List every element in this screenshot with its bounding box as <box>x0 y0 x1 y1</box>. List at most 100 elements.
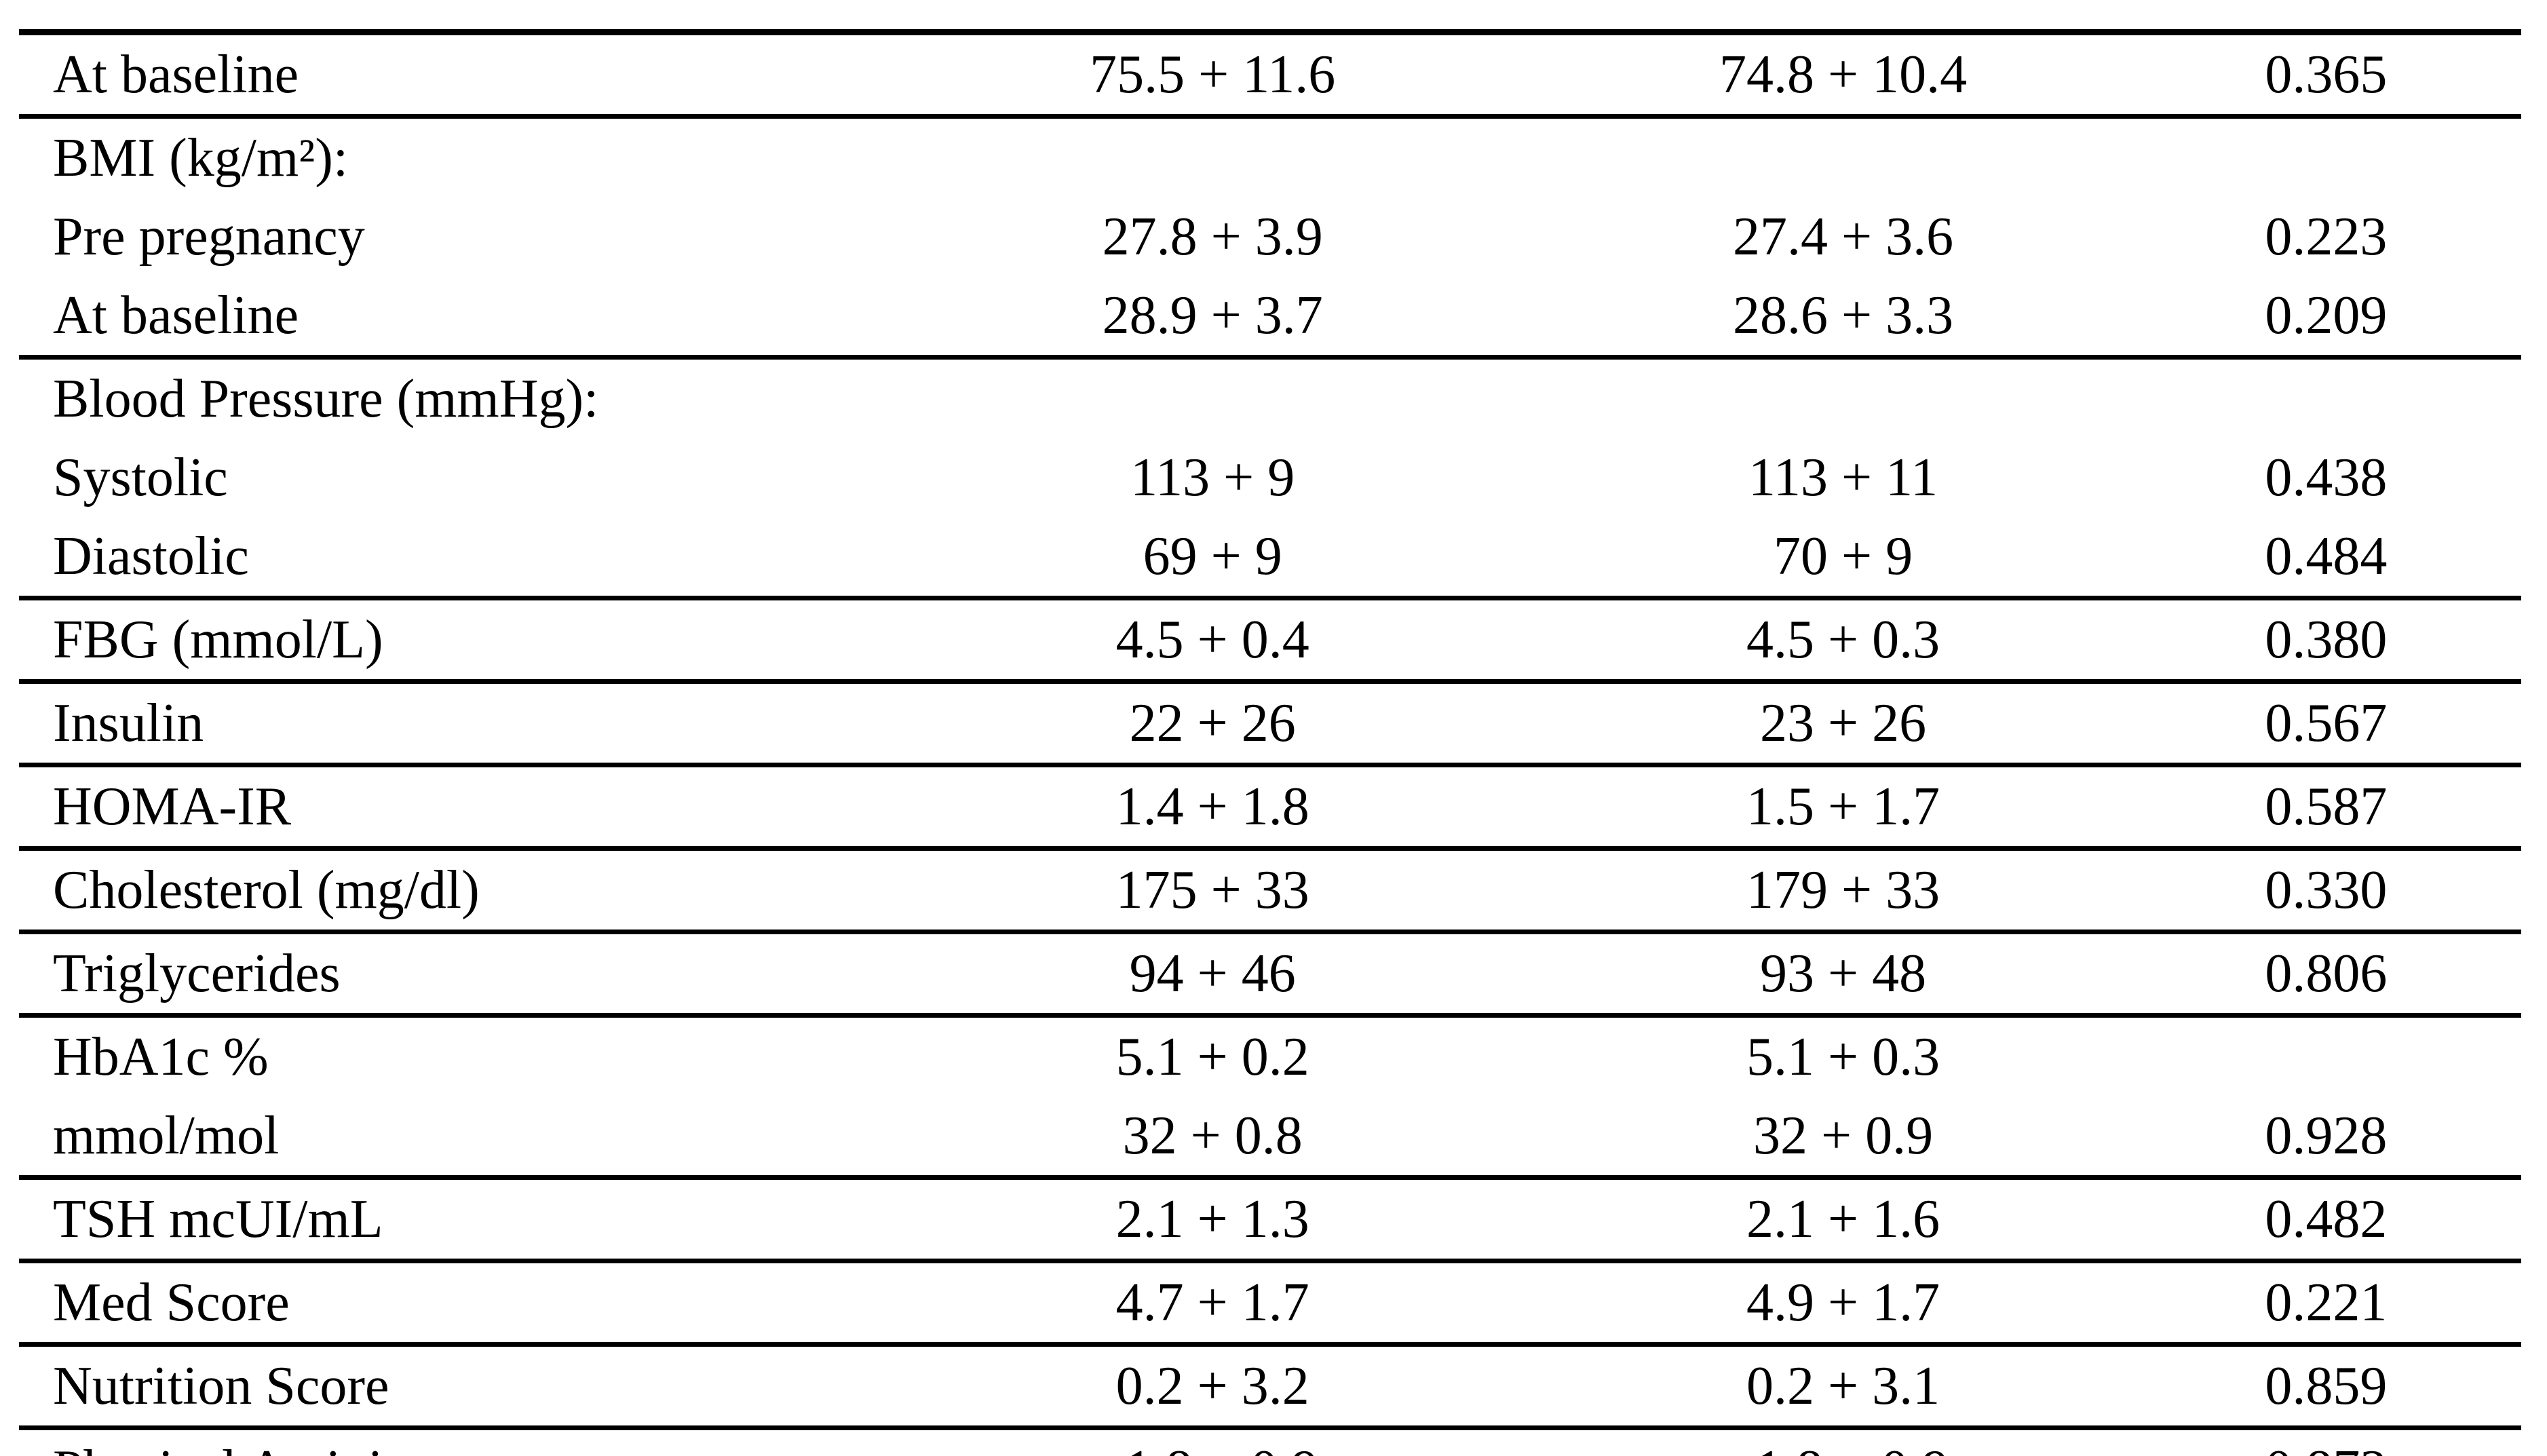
p-value <box>2131 1016 2521 1097</box>
value-group2: 1.5 + 1.7 <box>1746 777 1940 837</box>
table-section: Triglycerides 94 + 46 93 + 48 0.806 <box>19 932 2521 1016</box>
row-label: HbA1c % <box>53 1027 269 1087</box>
p-value: 0.209 <box>2265 286 2388 345</box>
table-row: Diastolic 69 + 9 70 + 9 0.484 <box>19 517 2521 598</box>
table-section: Cholesterol (mg/dl) 175 + 33 179 + 33 0.… <box>19 848 2521 932</box>
table-row: HbA1c % 5.1 + 0.2 5.1 + 0.3 <box>19 1016 2521 1097</box>
table-section: Insulin 22 + 26 23 + 26 0.567 <box>19 681 2521 765</box>
row-label: Triglycerides <box>53 944 341 1003</box>
p-value: 0.928 <box>2265 1106 2388 1166</box>
value-group2: 23 + 26 <box>1759 693 1927 753</box>
table-row: mmol/mol 32 + 0.8 32 + 0.9 0.928 <box>19 1096 2521 1178</box>
value-group1: 1.4 + 1.8 <box>1115 777 1309 837</box>
p-value: 0.482 <box>2265 1189 2388 1249</box>
table-row: Triglycerides 94 + 46 93 + 48 0.806 <box>19 932 2521 1016</box>
table-section: Nutrition Score 0.2 + 3.2 0.2 + 3.1 0.85… <box>19 1344 2521 1428</box>
p-value: 0.330 <box>2265 860 2388 920</box>
value-group2: 32 + 0.9 <box>1753 1106 1934 1166</box>
table-row: Physical Activity -1.8 + 0.9 -1.8 + 0.9 … <box>19 1428 2521 1456</box>
value-group2 <box>1555 358 2130 439</box>
row-label: Med Score <box>53 1273 290 1333</box>
table-row: Cholesterol (mg/dl) 175 + 33 179 + 33 0.… <box>19 849 2521 932</box>
table-row: Pre pregnancy 27.8 + 3.9 27.4 + 3.6 0.22… <box>19 197 2521 276</box>
value-group2 <box>1555 117 2130 198</box>
table-row: TSH mcUI/mL 2.1 + 1.3 2.1 + 1.6 0.482 <box>19 1178 2521 1261</box>
row-label: Physical Activity <box>19 1428 870 1456</box>
table-row: BMI (kg/m²): <box>19 117 2521 198</box>
value-group1: 22 + 26 <box>1129 693 1296 753</box>
row-label: Systolic <box>53 448 228 507</box>
row-label: mmol/mol <box>53 1106 280 1166</box>
table-row: At baseline 28.9 + 3.7 28.6 + 3.3 0.209 <box>19 276 2521 358</box>
row-label-group-header: Blood Pressure (mmHg): <box>53 369 599 429</box>
table-row: Systolic 113 + 9 113 + 11 0.438 <box>19 438 2521 517</box>
row-label-group-header: BMI (kg/m²): <box>53 128 349 188</box>
table-section: FBG (mmol/L) 4.5 + 0.4 4.5 + 0.3 0.380 <box>19 598 2521 682</box>
row-label: At baseline <box>53 286 299 345</box>
row-label: TSH mcUI/mL <box>53 1189 383 1249</box>
p-value: 0.567 <box>2265 693 2388 753</box>
p-value: 0.872 <box>2131 1428 2521 1456</box>
row-label: Insulin <box>53 693 204 753</box>
table-section: At baseline 75.5 + 11.6 74.8 + 10.4 0.36… <box>19 32 2521 117</box>
value-group1: 94 + 46 <box>1129 944 1296 1003</box>
value-group1 <box>870 358 1556 439</box>
value-group1: 69 + 9 <box>1143 526 1282 586</box>
value-group2: 5.1 + 0.3 <box>1746 1027 1940 1087</box>
value-group2: 113 + 11 <box>1748 448 1938 507</box>
value-group2: 179 + 33 <box>1746 860 1940 920</box>
table-row: FBG (mmol/L) 4.5 + 0.4 4.5 + 0.3 0.380 <box>19 598 2521 682</box>
p-value: 0.365 <box>2265 45 2388 104</box>
row-label: HOMA-IR <box>53 777 292 837</box>
p-value: 0.221 <box>2265 1273 2388 1333</box>
p-value: 0.806 <box>2265 944 2388 1003</box>
row-label: Pre pregnancy <box>53 207 365 267</box>
p-value: 0.223 <box>2265 207 2388 267</box>
value-group2: -1.8 + 0.9 <box>1555 1428 2130 1456</box>
baseline-characteristics-table: At baseline 75.5 + 11.6 74.8 + 10.4 0.36… <box>19 29 2521 1456</box>
value-group2: 93 + 48 <box>1759 944 1927 1003</box>
value-group1: 27.8 + 3.9 <box>1102 207 1323 267</box>
value-group1: -1.8 + 0.9 <box>870 1428 1556 1456</box>
p-value: 0.587 <box>2265 777 2388 837</box>
p-value: 0.859 <box>2265 1356 2388 1416</box>
table-section: BMI (kg/m²): Pre pregnancy 27.8 + 3.9 27… <box>19 116 2521 358</box>
table-section: Med Score 4.7 + 1.7 4.9 + 1.7 0.221 <box>19 1261 2521 1345</box>
table-section: HbA1c % 5.1 + 0.2 5.1 + 0.3 mmol/mol 32 … <box>19 1015 2521 1178</box>
row-label: Cholesterol (mg/dl) <box>53 860 480 920</box>
table-section: Blood Pressure (mmHg): Systolic 113 + 9 … <box>19 357 2521 598</box>
row-label: Nutrition Score <box>53 1356 389 1416</box>
p-value <box>2131 117 2521 198</box>
value-group1: 28.9 + 3.7 <box>1102 286 1323 345</box>
value-group2: 70 + 9 <box>1773 526 1913 586</box>
value-group2: 74.8 + 10.4 <box>1719 45 1968 104</box>
table-row: Blood Pressure (mmHg): <box>19 358 2521 439</box>
p-value: 0.484 <box>2265 526 2388 586</box>
value-group1: 175 + 33 <box>1115 860 1309 920</box>
value-group1: 32 + 0.8 <box>1122 1106 1303 1166</box>
value-group2: 2.1 + 1.6 <box>1746 1189 1940 1249</box>
table-row: Med Score 4.7 + 1.7 4.9 + 1.7 0.221 <box>19 1261 2521 1345</box>
table-section: TSH mcUI/mL 2.1 + 1.3 2.1 + 1.6 0.482 <box>19 1177 2521 1261</box>
value-group2: 28.6 + 3.3 <box>1732 286 1954 345</box>
value-group1: 75.5 + 11.6 <box>1090 45 1336 104</box>
value-group2: 4.5 + 0.3 <box>1746 610 1940 670</box>
value-group1 <box>870 117 1556 198</box>
value-group1: 5.1 + 0.2 <box>1115 1027 1309 1087</box>
value-group2: 0.2 + 3.1 <box>1746 1356 1940 1416</box>
value-group1: 113 + 9 <box>1130 448 1295 507</box>
p-value: 0.380 <box>2265 610 2388 670</box>
table-row: At baseline 75.5 + 11.6 74.8 + 10.4 0.36… <box>19 33 2521 117</box>
row-label: At baseline <box>53 45 299 104</box>
table-row: Nutrition Score 0.2 + 3.2 0.2 + 3.1 0.85… <box>19 1345 2521 1428</box>
value-group1: 0.2 + 3.2 <box>1115 1356 1309 1416</box>
value-group2: 27.4 + 3.6 <box>1732 207 1954 267</box>
value-group1: 2.1 + 1.3 <box>1115 1189 1309 1249</box>
p-value <box>2131 358 2521 439</box>
value-group1: 4.7 + 1.7 <box>1115 1273 1309 1333</box>
table-row: HOMA-IR 1.4 + 1.8 1.5 + 1.7 0.587 <box>19 765 2521 849</box>
value-group2: 4.9 + 1.7 <box>1746 1273 1940 1333</box>
p-value: 0.438 <box>2265 448 2388 507</box>
table-row: Insulin 22 + 26 23 + 26 0.567 <box>19 682 2521 765</box>
